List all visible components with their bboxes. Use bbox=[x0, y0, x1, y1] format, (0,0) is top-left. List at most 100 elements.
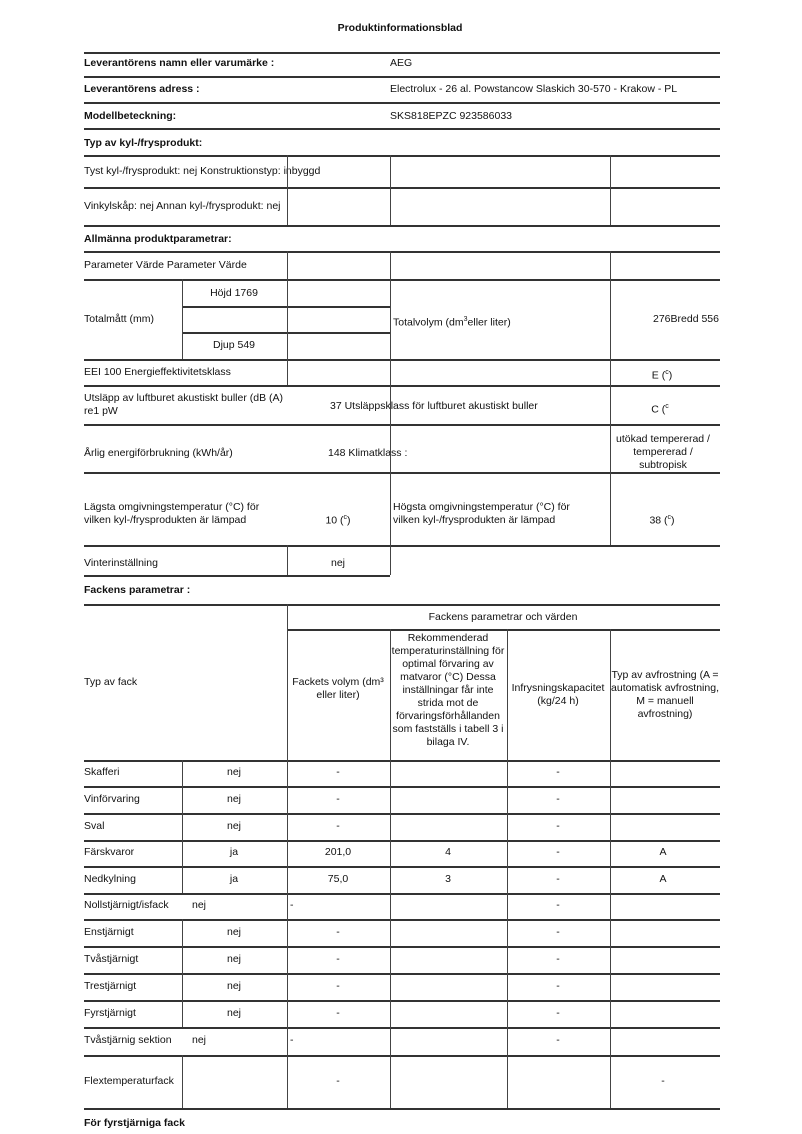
compartment-volume: - bbox=[336, 953, 340, 965]
compartment-defrost: A bbox=[659, 846, 667, 858]
compartment-freeze: - bbox=[556, 1034, 560, 1046]
compartment-volume: 75,0 bbox=[327, 873, 349, 885]
compartment-present: nej bbox=[226, 953, 242, 965]
rule-line bbox=[84, 225, 720, 227]
compartment-volume: - bbox=[336, 926, 340, 938]
compartment-volume: 201,0 bbox=[324, 846, 352, 858]
column-line bbox=[610, 973, 612, 1000]
rule-line bbox=[84, 545, 720, 547]
rule-line bbox=[84, 359, 720, 361]
column-line bbox=[390, 359, 392, 385]
column-line bbox=[287, 866, 289, 893]
column-line bbox=[287, 155, 289, 225]
supplier-name-label: Leverantörens namn eller varumärke : bbox=[84, 57, 275, 69]
rule-line bbox=[84, 251, 720, 253]
column-line bbox=[390, 919, 392, 946]
min-temp-label: Lägsta omgivningstemperatur (°C) för vil… bbox=[84, 501, 260, 526]
type-heading: Typ av kyl-/frysprodukt: bbox=[84, 137, 203, 149]
compartment-defrost: A bbox=[659, 873, 667, 885]
rule-line bbox=[84, 155, 720, 157]
compartment-present: nej bbox=[192, 899, 207, 911]
compartment-name: Nollstjärnigt/isfack bbox=[84, 899, 169, 911]
column-line bbox=[507, 1027, 509, 1055]
rule-line bbox=[84, 279, 720, 281]
column-line bbox=[182, 840, 184, 866]
column-line bbox=[610, 760, 612, 786]
compartment-present: nej bbox=[192, 1034, 207, 1046]
rule-line bbox=[84, 1000, 720, 1002]
rule-line bbox=[84, 385, 720, 387]
general-heading: Allmänna produktparametrar: bbox=[84, 233, 232, 245]
column-line bbox=[182, 813, 184, 840]
dims-label: Totalmått (mm) bbox=[84, 313, 155, 325]
min-temp-value: 10 (c) bbox=[325, 514, 351, 527]
rule-line bbox=[84, 813, 720, 815]
compartment-present: ja bbox=[229, 846, 239, 858]
volume-header: Fackets volym (dm³ eller liter) bbox=[292, 676, 384, 701]
column-line bbox=[390, 279, 392, 359]
column-line bbox=[287, 251, 289, 279]
rule-line bbox=[182, 306, 390, 308]
page-title: Produktinformationsblad bbox=[337, 22, 463, 34]
column-line bbox=[507, 813, 509, 840]
column-line bbox=[610, 155, 612, 225]
column-line bbox=[287, 893, 289, 919]
rule-line bbox=[84, 604, 720, 606]
column-line bbox=[610, 1055, 612, 1108]
compartment-volume: - bbox=[336, 1007, 340, 1019]
column-line bbox=[610, 786, 612, 813]
column-line bbox=[287, 279, 289, 359]
rule-line bbox=[84, 128, 720, 130]
rule-line bbox=[84, 893, 720, 895]
compartment-volume: - bbox=[336, 820, 340, 832]
column-line bbox=[287, 545, 289, 575]
rule-line bbox=[84, 973, 720, 975]
compartment-volume: - bbox=[336, 980, 340, 992]
column-line bbox=[390, 840, 392, 866]
column-line bbox=[610, 359, 612, 385]
column-line bbox=[182, 786, 184, 813]
column-line bbox=[610, 385, 612, 545]
column-line bbox=[287, 359, 289, 385]
column-line bbox=[390, 385, 392, 545]
column-line bbox=[287, 1000, 289, 1027]
compartment-freeze: - bbox=[556, 873, 560, 885]
rule-line bbox=[182, 332, 390, 334]
compartment-freeze: - bbox=[556, 766, 560, 778]
four-star-heading: För fyrstjärniga fack bbox=[84, 1117, 185, 1129]
column-line bbox=[390, 866, 392, 893]
compartment-name: Nedkylning bbox=[84, 873, 136, 885]
column-line bbox=[182, 1055, 184, 1108]
column-line bbox=[390, 1000, 392, 1027]
rule-line bbox=[84, 946, 720, 948]
compartment-present: ja bbox=[229, 873, 239, 885]
compartment-name: Färskvaror bbox=[84, 846, 135, 858]
column-line bbox=[507, 840, 509, 866]
compartment-volume: - bbox=[336, 793, 340, 805]
column-line bbox=[610, 1027, 612, 1055]
compartment-freeze: - bbox=[556, 926, 560, 938]
column-line bbox=[287, 786, 289, 813]
rule-line bbox=[84, 760, 720, 762]
noise-class: C (c bbox=[651, 403, 669, 416]
column-line bbox=[287, 604, 289, 760]
compartment-present: nej bbox=[226, 793, 242, 805]
rule-line bbox=[84, 919, 720, 921]
eei-label: EEI 100 Energieffektivitetsklass bbox=[84, 366, 231, 378]
compartment-name: Sval bbox=[84, 820, 105, 832]
column-line bbox=[610, 840, 612, 866]
freeze-header: Infrysningskapacitet (kg/24 h) bbox=[511, 682, 605, 707]
compartment-name: Flextemperaturfack bbox=[84, 1075, 174, 1087]
column-line bbox=[390, 155, 392, 225]
supplier-name: AEG bbox=[390, 57, 413, 69]
max-temp-value: 38 (c) bbox=[649, 514, 675, 527]
defrost-header: Typ av avfrostning (A = automatisk avfro… bbox=[611, 669, 719, 720]
column-line bbox=[390, 1055, 392, 1108]
winter-value: nej bbox=[330, 557, 346, 569]
volume-width-value: 276Bredd 556 bbox=[653, 313, 719, 325]
column-line bbox=[610, 893, 612, 919]
column-line bbox=[287, 919, 289, 946]
column-line bbox=[390, 1027, 392, 1055]
compartment-name: Trestjärnigt bbox=[84, 980, 137, 992]
